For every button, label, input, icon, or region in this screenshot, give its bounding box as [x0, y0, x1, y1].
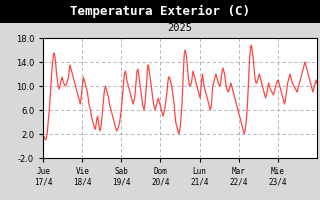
Text: 2025: 2025	[167, 23, 193, 33]
Text: Temperatura Exterior (C): Temperatura Exterior (C)	[70, 5, 250, 18]
